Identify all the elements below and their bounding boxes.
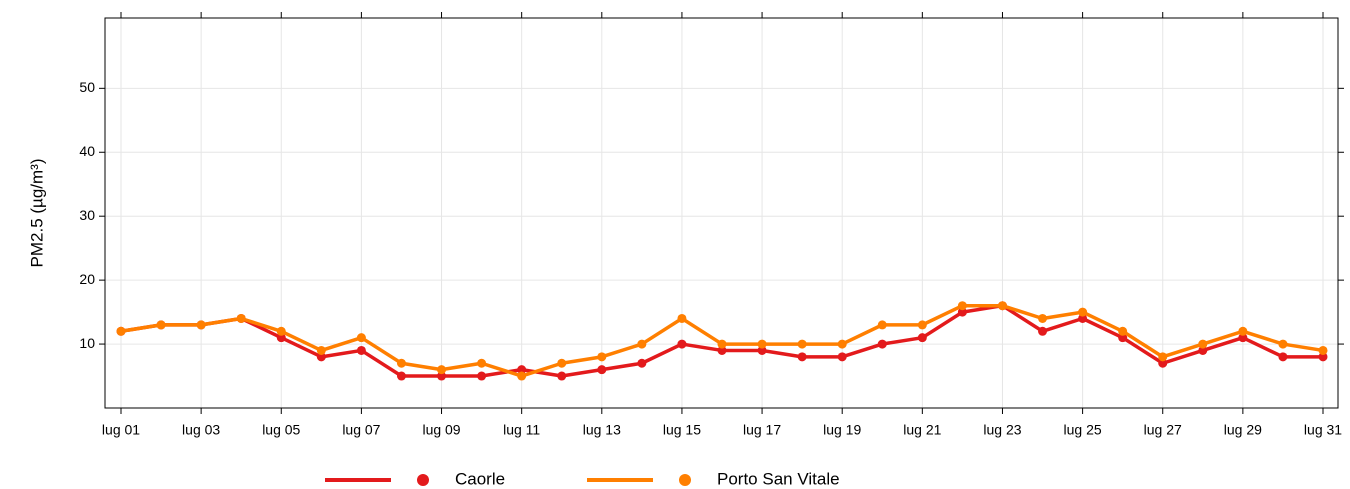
data-point xyxy=(236,313,246,323)
data-point xyxy=(396,358,406,368)
data-point xyxy=(1038,326,1048,336)
x-tick-label: lug 05 xyxy=(262,422,300,438)
data-point xyxy=(637,358,647,368)
legend-label: Porto San Vitale xyxy=(717,469,840,488)
x-tick-label: lug 25 xyxy=(1064,422,1102,438)
x-tick-label: lug 07 xyxy=(342,422,380,438)
y-tick-label: 50 xyxy=(79,79,95,95)
data-point xyxy=(477,358,487,368)
x-tick-label: lug 13 xyxy=(583,422,621,438)
y-tick-label: 40 xyxy=(79,143,95,159)
data-point xyxy=(837,352,847,362)
legend-dot xyxy=(679,474,691,486)
x-tick-label: lug 23 xyxy=(983,422,1021,438)
y-tick-label: 20 xyxy=(79,271,95,287)
data-point xyxy=(1238,333,1248,343)
data-point xyxy=(957,307,967,317)
data-point xyxy=(196,320,206,330)
x-tick-label: lug 15 xyxy=(663,422,701,438)
data-point xyxy=(437,365,447,375)
data-point xyxy=(717,345,727,355)
x-tick-label: lug 03 xyxy=(182,422,220,438)
x-tick-label: lug 21 xyxy=(903,422,941,438)
data-point xyxy=(917,333,927,343)
data-point xyxy=(1158,352,1168,362)
data-point xyxy=(677,313,687,323)
x-tick-label: lug 09 xyxy=(422,422,460,438)
data-point xyxy=(717,339,727,349)
data-point xyxy=(1118,333,1128,343)
data-point xyxy=(437,371,447,381)
data-point xyxy=(797,339,807,349)
y-tick-label: 30 xyxy=(79,207,95,223)
data-point xyxy=(396,371,406,381)
data-point xyxy=(1238,326,1248,336)
data-point xyxy=(316,345,326,355)
data-point xyxy=(957,301,967,311)
data-point xyxy=(517,365,527,375)
data-point xyxy=(1198,345,1208,355)
data-point xyxy=(917,320,927,330)
data-point xyxy=(1078,307,1088,317)
data-point xyxy=(677,339,687,349)
data-point xyxy=(757,345,767,355)
data-point xyxy=(557,358,567,368)
data-point xyxy=(1278,352,1288,362)
legend-dot xyxy=(417,474,429,486)
x-tick-label: lug 11 xyxy=(503,422,540,438)
data-point xyxy=(877,320,887,330)
data-point xyxy=(1118,326,1128,336)
data-point xyxy=(316,352,326,362)
legend: Caorle Porto San Vitale xyxy=(325,469,840,488)
data-point xyxy=(116,326,126,336)
data-point xyxy=(477,371,487,381)
data-point xyxy=(597,352,607,362)
y-tick-label: 10 xyxy=(79,335,95,351)
data-point xyxy=(356,333,366,343)
data-point xyxy=(276,333,286,343)
data-point xyxy=(837,339,847,349)
x-tick-label: lug 19 xyxy=(823,422,861,438)
x-tick-label: lug 27 xyxy=(1144,422,1182,438)
legend-label: Caorle xyxy=(455,469,505,488)
x-tick-label: lug 31 xyxy=(1304,422,1342,438)
data-point xyxy=(1318,352,1328,362)
data-point xyxy=(356,345,366,355)
data-point xyxy=(276,326,286,336)
data-point xyxy=(637,339,647,349)
data-point xyxy=(517,371,527,381)
data-point xyxy=(1278,339,1288,349)
data-point xyxy=(877,339,887,349)
data-point xyxy=(1078,313,1088,323)
x-tick-label: lug 01 xyxy=(102,422,140,438)
data-point xyxy=(997,301,1007,311)
data-point xyxy=(1038,313,1048,323)
data-point xyxy=(797,352,807,362)
data-point xyxy=(757,339,767,349)
x-tick-label: lug 29 xyxy=(1224,422,1262,438)
data-point xyxy=(1158,358,1168,368)
data-point xyxy=(557,371,567,381)
x-tick-label: lug 17 xyxy=(743,422,781,438)
y-axis-label: PM2.5 (µg/m³) xyxy=(27,159,46,268)
data-point xyxy=(1318,345,1328,355)
data-point xyxy=(156,320,166,330)
plot-frame xyxy=(104,17,1339,409)
data-point xyxy=(1198,339,1208,349)
data-point xyxy=(597,365,607,375)
